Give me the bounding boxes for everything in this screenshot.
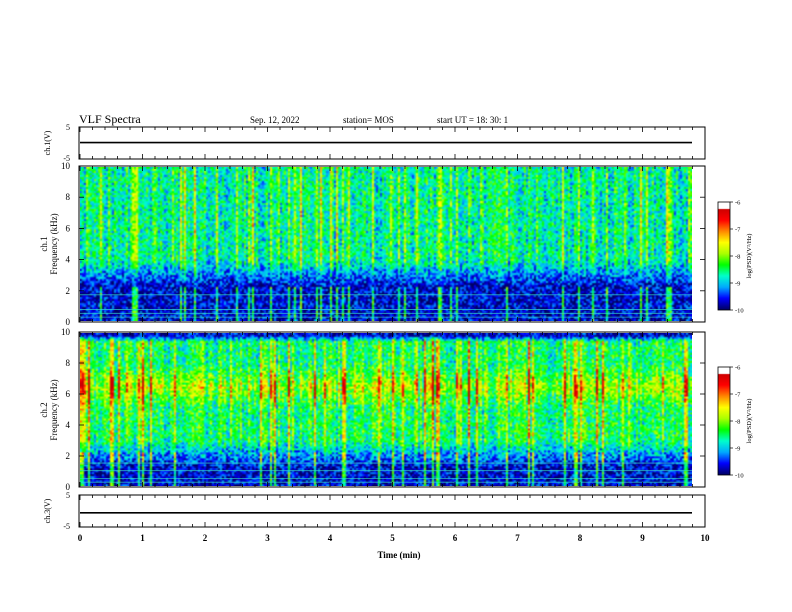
y-tick-label: 8	[66, 358, 71, 368]
y-tick-label: 6	[66, 223, 71, 233]
ch2-spectrogram-frame	[78, 331, 706, 488]
ch3-waveform-panel: 5 -5 ch.3(V) 0 1 2 3 4 5 6 7 8 9 10 Time (min)	[43, 491, 710, 560]
colorbar-tick-label: -8	[735, 419, 740, 426]
figure-title: VLF Spectra	[79, 112, 141, 126]
colorbar-tick-label: -6	[735, 200, 741, 207]
x-tick-label: 3	[265, 533, 270, 543]
ch1-colorbar-gradient	[718, 202, 730, 310]
x-tick-label: 9	[640, 533, 645, 543]
ch2-colorbar-gradient	[718, 367, 730, 475]
y-tick-label: 10	[61, 161, 71, 171]
station-label: station= MOS	[343, 115, 394, 125]
ch2-spectrogram-image	[80, 333, 692, 486]
colorbar-tick-label: -9	[735, 281, 740, 288]
y-tick-label: 6	[66, 389, 71, 399]
ch3-waveform-frame	[78, 494, 706, 528]
x-tick-label: 0	[78, 533, 83, 543]
ch1-spectrogram-panel: 0 2 4 6 8 10 ch.1 Frequency (kHz)	[39, 161, 706, 327]
ch2-spectrogram-panel: 0 2 4 6 8 10 ch.2 Frequency (kHz)	[39, 327, 706, 492]
ch1-waveform-frame	[78, 126, 706, 160]
x-tick-label: 8	[578, 533, 583, 543]
ch1-colorbar-label: log(PSD)(V²/Hz)	[746, 234, 753, 279]
ch2-colorbar-label: log(PSD)(V²/Hz)	[746, 399, 753, 444]
date-label: Sep. 12, 2022	[250, 115, 300, 125]
ch1-waveform-ylabel: ch.1(V)	[43, 130, 52, 155]
ch1-spectrogram-image	[80, 167, 692, 321]
y-tick-label: 10	[61, 327, 71, 337]
ch3-ytick-top: 5	[66, 491, 70, 500]
x-tick-label: 4	[328, 533, 333, 543]
start-time-label: start UT = 18: 30: 1	[437, 115, 508, 125]
colorbar-tick-label: -6	[735, 365, 741, 372]
y-tick-label: 2	[66, 451, 71, 461]
colorbar-tick-label: -7	[735, 227, 741, 234]
ch3-ytick-bottom: -5	[63, 522, 70, 531]
y-tick-label: 4	[66, 420, 71, 430]
x-tick-label: 1	[140, 533, 145, 543]
x-tick-label: 5	[390, 533, 395, 543]
x-axis-label: Time (min)	[377, 550, 420, 560]
colorbar-tick-label: -10	[735, 308, 744, 315]
colorbar-tick-label: -7	[735, 392, 741, 399]
x-tick-label: 2	[203, 533, 208, 543]
y-tick-label: 2	[66, 286, 71, 296]
ch1-spectrogram-ylabel-channel: ch.1	[39, 236, 49, 251]
y-tick-label: 4	[66, 255, 71, 265]
x-tick-label: 6	[453, 533, 458, 543]
ch1-spectrogram-frame	[78, 165, 706, 323]
ch2-spectrogram-ylabel-channel: ch.2	[39, 402, 49, 417]
ch1-spectrogram-ylabel-freq: Frequency (kHz)	[49, 213, 59, 274]
ch1-ytick-bottom: -5	[63, 154, 70, 163]
colorbar-tick-label: -9	[735, 446, 740, 453]
ch3-waveform-ylabel: ch.3(V)	[43, 498, 52, 523]
colorbar-tick-label: -10	[735, 473, 744, 480]
ch1-colorbar: -6 -7 -8 -9 -10 log(PSD)(V²/Hz)	[717, 200, 753, 315]
y-tick-label: 8	[66, 192, 71, 202]
ch2-colorbar: -6 -7 -8 -9 -10 log(PSD)(V²/Hz)	[717, 365, 753, 480]
ch1-ytick-top: 5	[66, 123, 70, 132]
y-tick-label: 0	[66, 317, 71, 327]
ch1-waveform-panel: 5 -5 ch.1(V)	[43, 123, 706, 163]
colorbar-tick-label: -8	[735, 254, 740, 261]
x-tick-label: 7	[515, 533, 520, 543]
ch2-spectrogram-ylabel-freq: Frequency (kHz)	[49, 379, 59, 440]
x-tick-label: 10	[701, 533, 711, 543]
y-tick-label: 0	[66, 482, 71, 492]
